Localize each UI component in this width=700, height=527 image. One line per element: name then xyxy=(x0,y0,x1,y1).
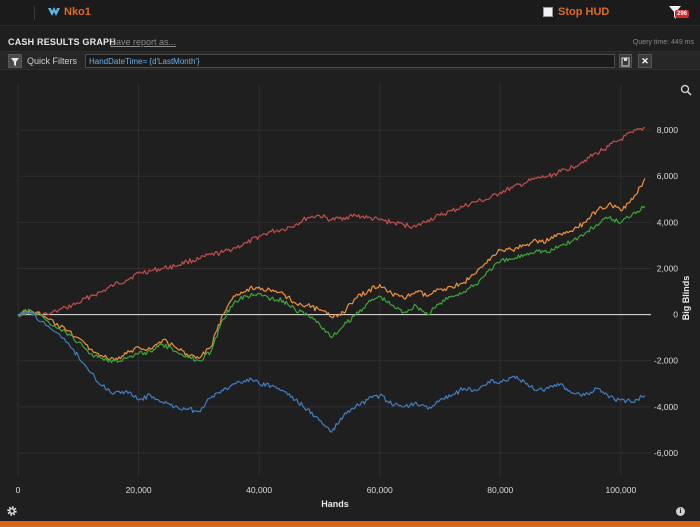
x-tick-label: 40,000 xyxy=(246,485,272,495)
info-icon[interactable]: i xyxy=(676,507,685,516)
filter-count-badge: 296 xyxy=(675,10,690,18)
chart-grid xyxy=(17,84,651,476)
series-line-red xyxy=(17,127,646,317)
x-axis-label: Hands xyxy=(321,499,349,509)
quick-filters-label: Quick Filters xyxy=(27,56,78,66)
funnel-icon xyxy=(11,58,19,66)
y-tick-label: -4,000 xyxy=(654,402,678,412)
bottom-accent-strip xyxy=(0,521,700,527)
report-title-bar: CASH RESULTS GRAPH Save report as... Que… xyxy=(0,33,700,51)
y-tick-label: 4,000 xyxy=(657,217,679,227)
player-name[interactable]: Nko1 xyxy=(64,6,91,18)
close-icon: ✕ xyxy=(641,56,649,66)
save-report-link[interactable]: Save report as... xyxy=(110,37,177,47)
save-filter-button[interactable] xyxy=(619,54,632,68)
series-line-green xyxy=(17,205,646,364)
floppy-disk-icon xyxy=(621,57,630,67)
clear-filter-button[interactable]: ✕ xyxy=(638,54,652,68)
series-line-blue xyxy=(17,311,646,433)
x-tick-label: 20,000 xyxy=(126,485,152,495)
y-axis-label: Big Blinds xyxy=(681,276,691,321)
y-tick-label: 2,000 xyxy=(657,263,679,273)
x-tick-label: 60,000 xyxy=(367,485,393,495)
x-tick-label: 100,000 xyxy=(605,485,636,495)
topbar-separator xyxy=(34,6,35,20)
stop-hud-label[interactable]: Stop HUD xyxy=(558,6,610,18)
y-tick-label: -2,000 xyxy=(654,356,678,366)
quick-filter-button[interactable] xyxy=(8,54,22,68)
site-logo-icon xyxy=(48,7,60,16)
y-axis-ticks: 8,000 6,000 4,000 2,000 0 -2,000 -4,000 -6,000 xyxy=(654,125,678,458)
series-line-orange xyxy=(17,178,646,362)
gear-icon[interactable] xyxy=(6,505,18,517)
zoom-icon[interactable] xyxy=(680,84,692,96)
filter-expression-input[interactable] xyxy=(85,54,615,68)
stop-hud-checkbox[interactable] xyxy=(543,7,553,17)
top-bar: Nko1 Stop HUD 296 xyxy=(0,0,700,26)
y-tick-label: 0 xyxy=(673,310,678,320)
x-tick-label: 0 xyxy=(16,485,21,495)
results-chart[interactable]: 0 20,000 40,000 60,000 80,000 100,000 8,000 6,… xyxy=(0,72,700,521)
y-tick-label: 8,000 xyxy=(657,125,679,135)
quick-filter-bar: Quick Filters ✕ xyxy=(0,51,700,70)
x-axis-ticks: 0 20,000 40,000 60,000 80,000 100,000 xyxy=(16,485,637,495)
y-tick-label: -6,000 xyxy=(654,448,678,458)
page-title: CASH RESULTS GRAPH xyxy=(8,37,116,47)
x-tick-label: 80,000 xyxy=(487,485,513,495)
chart-series xyxy=(17,127,646,433)
y-tick-label: 6,000 xyxy=(657,171,679,181)
query-time: Query time: 449 ms xyxy=(632,39,694,46)
